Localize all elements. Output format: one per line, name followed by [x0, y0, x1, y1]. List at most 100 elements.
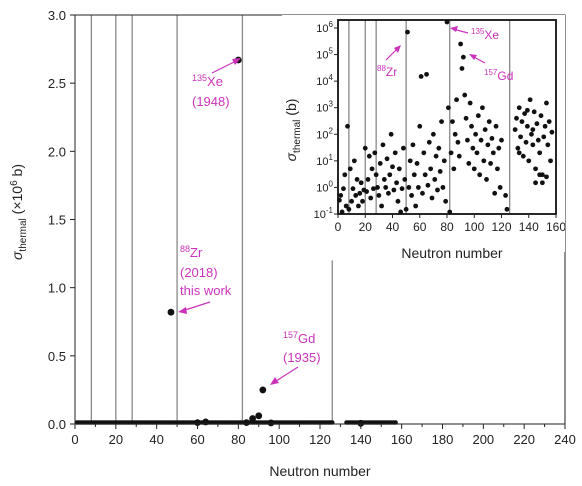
inset-x-ticks: 0 20 40 60 80 100 120 140 160 — [335, 214, 566, 234]
x-tick-label-240: 240 — [554, 432, 576, 447]
main-annotation-zr88: 88Zr (2018) this work — [178, 244, 232, 314]
inset-data-point-82 — [448, 150, 454, 156]
inset-data-point-92 — [462, 92, 468, 98]
inset-data-point-70 — [432, 177, 438, 182]
inset-data-point-45 — [398, 209, 404, 215]
inset-data-point-156 — [537, 172, 543, 178]
inset-data-point-152 — [539, 180, 545, 186]
inset-data-point-148 — [548, 158, 553, 164]
x-tick-label-180: 180 — [432, 432, 454, 447]
inset-data-point-78 — [443, 198, 449, 204]
inset-data-point-26 — [372, 150, 378, 156]
inset-data-point-39 — [390, 164, 395, 170]
inset-y-label-symbol: σ — [283, 152, 299, 161]
inset-data-point-54 — [410, 142, 416, 148]
data-point-0 — [167, 308, 175, 316]
inset-data-point-108 — [484, 177, 489, 182]
inset-data-point-15 — [357, 190, 363, 196]
inset-data-point-117 — [496, 145, 502, 151]
inset-data-point-101 — [474, 150, 480, 156]
inset-data-point-60 — [418, 74, 424, 79]
y-tick-label-2.5: 2.5 — [48, 76, 66, 91]
inset-data-point-74 — [437, 169, 443, 174]
inset-annotation-zr88: 88Zr — [377, 45, 401, 79]
inset-data-point-144 — [542, 123, 548, 129]
inset-chart: 0 20 40 60 80 100 120 140 160 106 105 104 103 102 101… — [282, 15, 566, 261]
inset-y-tick-label-6: 106 — [316, 20, 333, 35]
inset-y-label-sub: thermal — [292, 120, 303, 153]
inset-data-point-140 — [537, 150, 543, 156]
inset-x-tick-label-40: 40 — [386, 220, 400, 234]
inset-data-point-31 — [379, 203, 384, 209]
inset-data-point-13 — [354, 177, 360, 182]
inset-data-point-119 — [499, 137, 504, 143]
inset-data-point-51 — [406, 185, 412, 190]
inset-data-point-128 — [520, 153, 526, 159]
inset-data-point-87 — [455, 139, 461, 145]
y-tick-label-1.5: 1.5 — [48, 213, 66, 228]
inset-annotation-xe135: 135Xe — [450, 26, 499, 42]
inset-data-point-107 — [482, 127, 488, 133]
data-point-7 — [243, 419, 250, 427]
inset-y-tick-label-4: 104 — [316, 73, 333, 88]
inset-y-tick-label-3: 103 — [316, 100, 333, 115]
inset-data-point-19 — [362, 145, 368, 151]
inset-data-point-86 — [454, 97, 459, 103]
x-tick-label-100: 100 — [268, 432, 290, 447]
inset-data-point-55 — [411, 172, 417, 178]
inset-data-point-73 — [436, 145, 442, 151]
y-tick-label-1.0: 1.0 — [48, 281, 66, 296]
inset-x-tick-label-20: 20 — [359, 220, 373, 234]
inset-data-point-6 — [345, 123, 350, 129]
inset-data-point-12 — [353, 193, 359, 198]
inset-x-tick-label-140: 140 — [519, 220, 539, 234]
inset-data-point-46 — [399, 186, 405, 192]
inset-data-point-98 — [470, 145, 476, 151]
inset-data-point-76 — [440, 185, 446, 190]
inset-data-point-64 — [424, 71, 429, 77]
x-tick-label-200: 200 — [472, 432, 494, 447]
inset-data-point-121 — [504, 206, 510, 212]
inset-data-point-22 — [366, 153, 372, 159]
main-annotation-xe135: 135Xe (1948) — [192, 58, 241, 109]
inset-data-point-85 — [452, 131, 458, 137]
inset-data-point-134 — [529, 131, 534, 137]
main-y-label-symbol: σ — [9, 251, 25, 260]
inset-annotation-zr88-arrowhead — [394, 45, 401, 53]
inset-data-point-150 — [516, 150, 522, 156]
main-annotation-gd157: 157Gd (1935) — [270, 330, 321, 385]
inset-data-point-27 — [373, 172, 379, 178]
inset-data-point-89 — [458, 41, 464, 47]
inset-data-point-32 — [380, 142, 386, 148]
inset-data-point-38 — [388, 131, 394, 137]
inset-data-point-7 — [346, 206, 352, 212]
inset-x-tick-label-100: 100 — [464, 220, 484, 234]
inset-data-point-97 — [469, 123, 474, 129]
inset-data-point-59 — [417, 123, 423, 129]
inset-x-tick-label-120: 120 — [491, 220, 511, 234]
inset-data-point-62 — [421, 150, 427, 156]
data-point-9 — [357, 419, 365, 427]
main-y-label-sub: thermal — [18, 218, 29, 251]
inset-data-point-80 — [445, 105, 451, 111]
inset-data-point-34 — [383, 185, 389, 190]
inset-data-point-3 — [341, 186, 346, 192]
inset-data-point-106 — [481, 158, 487, 164]
inset-data-point-143 — [541, 134, 547, 140]
inset-data-point-132 — [526, 158, 532, 164]
inset-data-point-147 — [546, 119, 552, 125]
inset-data-point-115 — [493, 123, 499, 129]
inset-data-point-129 — [522, 111, 528, 117]
inset-data-point-136 — [531, 109, 537, 115]
inset-y-label-post: (b) — [283, 99, 299, 120]
inset-data-point-37 — [387, 172, 393, 178]
annotation-gd157-year: (1935) — [283, 350, 321, 365]
inset-data-point-75 — [439, 119, 444, 125]
inset-data-point-11 — [351, 158, 357, 164]
inset-data-point-10 — [350, 186, 356, 192]
inset-data-point-104 — [478, 137, 484, 143]
inset-data-point-72 — [435, 187, 440, 193]
inset-data-point-91 — [460, 54, 466, 60]
inset-data-point-93 — [463, 115, 469, 121]
inset-data-point-35 — [384, 156, 390, 162]
